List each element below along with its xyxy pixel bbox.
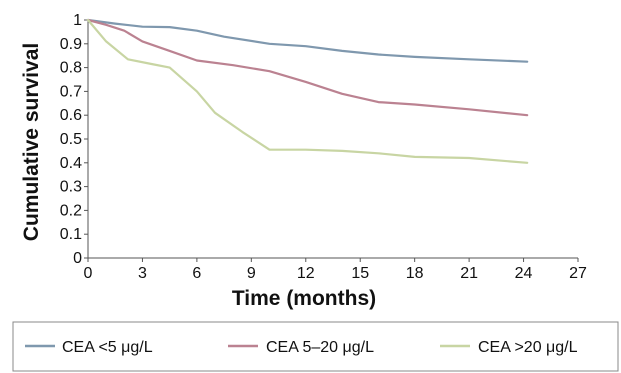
legend-box (12, 321, 619, 372)
x-tick-label: 18 (406, 265, 424, 282)
x-tick-label: 27 (569, 265, 587, 282)
y-tick-label: 0.2 (60, 202, 82, 219)
x-ticks: 0 3 6 9 12 15 18 21 24 27 (84, 258, 587, 282)
y-axis-title-group: Cumulative survival (20, 43, 43, 241)
y-tick-label: 0.9 (60, 36, 82, 53)
y-tick-label: 1 (73, 12, 82, 29)
x-tick-label: 12 (297, 265, 315, 282)
x-tick-label: 24 (515, 265, 533, 282)
y-tick-label: 0.3 (60, 179, 82, 196)
series-lines (86, 18, 529, 164)
y-tick-label: 0.4 (60, 155, 82, 172)
x-tick-label: 3 (138, 265, 147, 282)
y-tick-label: 0 (73, 250, 82, 267)
x-tick-label: 21 (460, 265, 478, 282)
series-line-2 (86, 18, 529, 117)
y-tick-label: 0.1 (60, 226, 82, 243)
series-line-1 (86, 18, 529, 63)
y-tick-label: 0.7 (60, 83, 82, 100)
legend-label-1: CEA <5 μg/L (62, 339, 153, 356)
x-axis-title: Time (months) (232, 287, 376, 310)
y-ticks: 0 0.1 0.2 0.3 0.4 0.5 0.6 0.7 0.8 0.9 1 (60, 12, 88, 267)
legend: CEA <5 μg/L CEA 5–20 μg/L CEA >20 μg/L (25, 339, 578, 356)
x-tick-label: 9 (247, 265, 256, 282)
x-tick-label: 6 (192, 265, 201, 282)
series-line-3 (86, 18, 529, 164)
y-axis-title: Cumulative survival (20, 43, 43, 241)
y-tick-label: 0.8 (60, 60, 82, 77)
x-tick-label: 15 (351, 265, 369, 282)
x-tick-label: 0 (84, 265, 93, 282)
legend-label-2: CEA 5–20 μg/L (266, 339, 374, 356)
y-tick-label: 0.5 (60, 131, 82, 148)
y-tick-label: 0.6 (60, 107, 82, 124)
legend-label-3: CEA >20 μg/L (478, 339, 578, 356)
